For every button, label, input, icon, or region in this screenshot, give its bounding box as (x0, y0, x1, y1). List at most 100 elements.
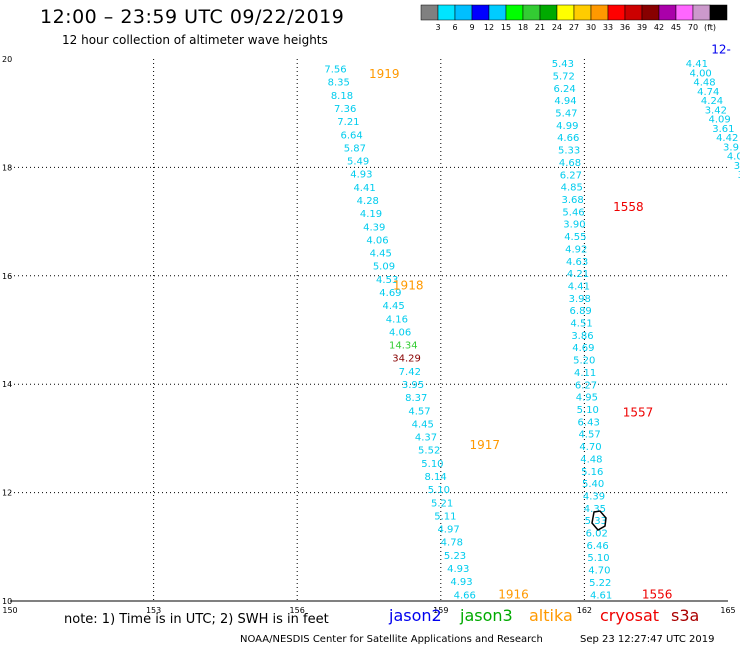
swh-value: 7.36 (334, 104, 356, 115)
colorbar-swatch (641, 4, 660, 21)
colorbar-unit: (ft) (704, 23, 716, 32)
swh-value: 4.99 (556, 121, 578, 132)
y-tick-label: 10 (2, 597, 12, 606)
colorbar-swatch (658, 4, 677, 21)
swh-value: 4.57 (408, 406, 430, 417)
credit-line: NOAA/NESDIS Center for Satellite Applica… (240, 634, 543, 645)
swh-value: 6.27 (575, 380, 597, 391)
swh-value: 5.43 (552, 59, 574, 70)
colorbar-tick-label: 39 (637, 23, 647, 32)
swh-value: 5.87 (344, 143, 366, 154)
swh-value: 4.68 (559, 158, 581, 169)
colorbar-swatch (522, 4, 541, 21)
swh-value: 4.06 (389, 327, 411, 338)
swh-value: 4.61 (590, 590, 612, 601)
swh-value: 5.10 (421, 459, 443, 470)
swh-value: 4.69 (572, 343, 594, 354)
swh-value: 4.93 (450, 577, 472, 588)
colorbar-swatch (607, 4, 626, 21)
grid-lines (10, 59, 728, 601)
page-subtitle: 12 hour collection of altimeter wave hei… (62, 33, 328, 47)
x-tick-label: 162 (577, 606, 592, 615)
swh-value: 4.16 (386, 314, 408, 325)
swh-value: 4.41 (568, 281, 590, 292)
colorbar-tick-label: 24 (552, 23, 562, 32)
track-id-label: 1556 (642, 587, 673, 601)
swh-value: 4.69 (379, 288, 401, 299)
colorbar-swatch (556, 4, 575, 21)
swh-value: 5.16 (581, 467, 603, 478)
swh-value: 4.0 (727, 152, 740, 163)
swh-value: 5.11 (434, 511, 456, 522)
track-id-label: 1558 (613, 200, 644, 214)
altimeter-tracks: 7.56 8.35 8.18 7.36 7.21 6.64 5.87 5.49 4.93 4.41… (324, 59, 740, 601)
swh-value: 4.48 (693, 78, 715, 89)
colorbar-tick-label: 3 (435, 23, 440, 32)
swh-value: 4.39 (583, 491, 605, 502)
swh-value: 4.24 (701, 96, 723, 107)
colorbar-swatch (539, 4, 558, 21)
y-tick-label: 18 (2, 163, 12, 172)
swh-value: 5.10 (587, 553, 609, 564)
swh-value: 4.37 (415, 433, 437, 444)
colorbar-tick-label: 33 (603, 23, 613, 32)
swh-value: 5.23 (444, 551, 466, 562)
colorbar-tick-label: 36 (620, 23, 630, 32)
x-tick-label: 153 (146, 606, 161, 615)
legend-jason2: jason2 (389, 606, 442, 625)
legend-s3a: s3a (671, 606, 700, 625)
colorbar-tick-label: 12 (484, 23, 494, 32)
swh-value: 4.63 (566, 257, 588, 268)
colorbar-tick-label: 18 (518, 23, 528, 32)
swh-value: 4.55 (564, 232, 586, 243)
legend-altika: altika (529, 606, 573, 625)
colorbar-tick-label: 27 (569, 23, 579, 32)
colorbar: 3 6 9 12 15 18 21 24 27 30 33 36 39 42 45 70 (ft) (420, 4, 728, 32)
swh-value: 5.49 (347, 157, 369, 168)
colorbar-swatch (590, 4, 609, 21)
swh-value: 5.10 (577, 405, 599, 416)
swh-value: 6.89 (570, 306, 592, 317)
colorbar-tick-label: 15 (501, 23, 511, 32)
colorbar-swatch (573, 4, 592, 21)
swh-value: 4.42 (716, 133, 738, 144)
swh-value: 4.66 (454, 590, 476, 601)
colorbar-swatch (624, 4, 643, 21)
colorbar-swatch (692, 4, 711, 21)
swh-value: 4.00 (690, 68, 712, 79)
colorbar-tick-label: 21 (535, 23, 545, 32)
swh-value: 5.09 (373, 262, 395, 273)
swh-value: 4.35 (584, 504, 606, 515)
swh-value: 3.95 (402, 380, 424, 391)
swh-value: 4.70 (579, 442, 601, 453)
colorbar-tick-label: 42 (654, 23, 664, 32)
x-tick-label: 165 (720, 606, 735, 615)
colorbar-swatch (437, 4, 456, 21)
swh-value: 8.14 (425, 472, 447, 483)
swh-value: 5.52 (418, 446, 440, 457)
footnote: note: 1) Time is in UTC; 2) SWH is in fe… (64, 612, 329, 627)
colorbar-tick-label: 45 (671, 23, 681, 32)
swh-value: 8.37 (405, 393, 427, 404)
y-tick-label: 12 (2, 489, 12, 498)
colorbar-swatch (454, 4, 473, 21)
y-tick-label: 20 (2, 55, 12, 64)
track-labels: 1919 1918 1917 1916 1558 1557 1556 12- (369, 43, 731, 602)
swh-value: 34.29 (392, 354, 421, 365)
swh-value: 4.39 (363, 222, 385, 233)
track-id-label: 1917 (470, 438, 501, 452)
colorbar-tick-label: 6 (452, 23, 457, 32)
colorbar-swatch (488, 4, 507, 21)
swh-value: 4.11 (574, 368, 596, 379)
swh-value: 4.19 (360, 209, 382, 220)
colorbar-tick-label: 9 (469, 23, 474, 32)
swh-value: 4.45 (370, 249, 392, 260)
swh-value: 3.9 (723, 142, 739, 153)
swh-value: 4.06 (366, 235, 388, 246)
swh-value: 3. (738, 170, 740, 181)
swh-value: 4.45 (412, 419, 434, 430)
swh-value: 7.42 (399, 367, 421, 378)
swh-value: 14.34 (389, 341, 418, 352)
colorbar-swatch (709, 4, 728, 21)
swh-value: 3.86 (571, 331, 593, 342)
